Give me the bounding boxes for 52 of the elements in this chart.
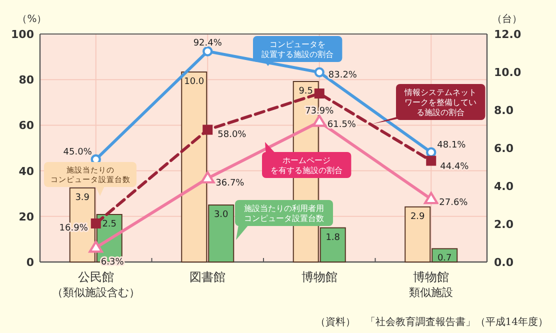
y2-tick-label: 8.0: [494, 104, 514, 117]
y2-axis-title: （台）: [492, 13, 522, 25]
point: [314, 88, 324, 99]
y2-tick-label: 4.0: [494, 180, 514, 193]
data-label: 0.7: [437, 254, 452, 264]
point: [424, 192, 438, 204]
y-tick-label: 60: [18, 119, 34, 132]
series-label: ホームページを有する施設の割合: [270, 156, 343, 175]
y2-tick-label: 6.0: [494, 142, 514, 155]
point: [202, 46, 213, 56]
data-label: 2.9: [410, 212, 426, 222]
data-label: 27.6%: [439, 198, 468, 208]
text: （資料） 「社会教育調査報告書」（平成14年度）: [315, 316, 548, 328]
point: [88, 240, 103, 253]
point: [312, 114, 326, 127]
y2-tick-label: 2.0: [494, 218, 514, 231]
x-tick-label: 公民館（類似施設含む）: [52, 270, 140, 299]
data-label: 48.1%: [437, 140, 466, 150]
data-label: 2.5: [102, 220, 117, 230]
data-label: 10.0: [184, 77, 204, 87]
y-tick-label: 80: [18, 74, 34, 87]
point: [426, 147, 436, 158]
data-label: 44.4%: [440, 162, 470, 172]
y2-tick-label: 0.0: [494, 256, 514, 269]
point: [200, 171, 215, 184]
data-label: 92.4%: [193, 38, 222, 48]
data-label: 1.8: [326, 232, 340, 243]
data-label: 36.7%: [216, 178, 245, 188]
point: [90, 218, 101, 228]
y-axis-title: （%）: [17, 14, 47, 25]
series-label: 施設当たりの利用者用コンピュータ設置台数: [244, 204, 324, 223]
x-tick-label: 博物館: [301, 270, 338, 284]
data-label: 83.2%: [328, 70, 358, 80]
callout: コンピュータを設置する施設の割合: [253, 36, 342, 66]
y2-tick-label: 12.0: [494, 28, 522, 41]
point: [202, 124, 213, 135]
callout: 情報システムネットワークを整備している施設の割合: [372, 84, 486, 124]
point: [426, 156, 436, 166]
y2-tick-label: 10.0: [494, 66, 522, 79]
y-tick-label: 20: [18, 210, 34, 224]
point: [314, 67, 324, 78]
x-tick-label: 博物館類似施設: [409, 270, 454, 299]
data-label: 58.0%: [218, 130, 247, 140]
data-label: 9.5: [298, 86, 314, 96]
series-label: コンピュータを設置する施設の割合: [262, 40, 334, 59]
y-tick-label: 0: [26, 256, 34, 269]
x-tick-label: 図書館: [190, 270, 226, 284]
y-tick-label: 100: [11, 28, 34, 41]
data-label: 61.5%: [327, 120, 356, 130]
y-tick-label: 40: [18, 164, 34, 178]
data-label: 3.0: [214, 210, 229, 220]
data-label: 45.0%: [63, 147, 92, 158]
